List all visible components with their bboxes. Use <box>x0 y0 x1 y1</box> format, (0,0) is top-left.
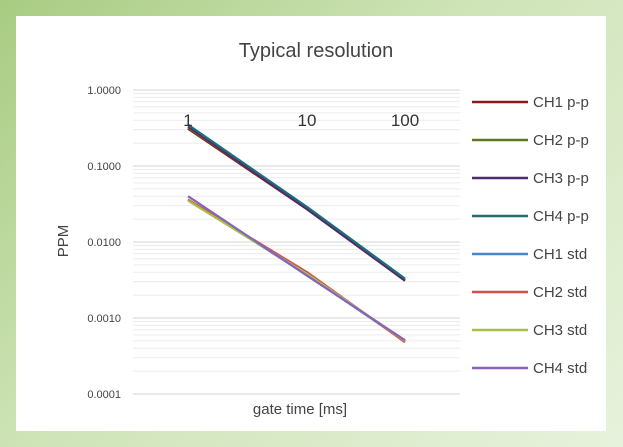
legend-label: CH4 p-p <box>533 208 589 225</box>
chart-title: Typical resolution <box>239 40 394 62</box>
x-tick-label: 100 <box>391 111 419 130</box>
x-tick-label: 10 <box>298 111 317 130</box>
legend-label: CH3 std <box>533 322 587 339</box>
x-axis-label: gate time [ms] <box>253 401 347 418</box>
legend-label: CH4 std <box>533 360 587 377</box>
y-tick-label: 0.0010 <box>87 313 121 325</box>
x-tick-label: 1 <box>183 111 192 130</box>
legend-label: CH2 p-p <box>533 132 589 149</box>
series-line <box>187 123 406 280</box>
y-tick-label: 0.1000 <box>87 161 121 173</box>
grid <box>133 89 460 395</box>
chart-panel <box>16 16 606 431</box>
y-tick-label: 0.0001 <box>87 389 121 401</box>
legend-label: CH1 p-p <box>533 94 589 111</box>
y-axis-label: PPM <box>55 225 72 258</box>
legend-label: CH2 std <box>533 284 587 301</box>
x-axis-ticks: 1 10 100 <box>183 111 419 130</box>
legend-label: CH1 std <box>533 246 587 263</box>
series-line <box>187 125 406 282</box>
series-line <box>187 195 406 342</box>
y-axis-ticks: 1.0000 0.1000 0.0100 0.0010 0.0001 <box>87 85 121 401</box>
y-tick-label: 1.0000 <box>87 85 121 97</box>
legend: CH1 p-p CH2 p-p CH3 p-p CH4 p-p CH1 std CH2 s… <box>472 94 589 377</box>
legend-label: CH3 p-p <box>533 170 589 187</box>
y-tick-label: 0.0100 <box>87 237 121 249</box>
series-lines <box>187 123 406 344</box>
